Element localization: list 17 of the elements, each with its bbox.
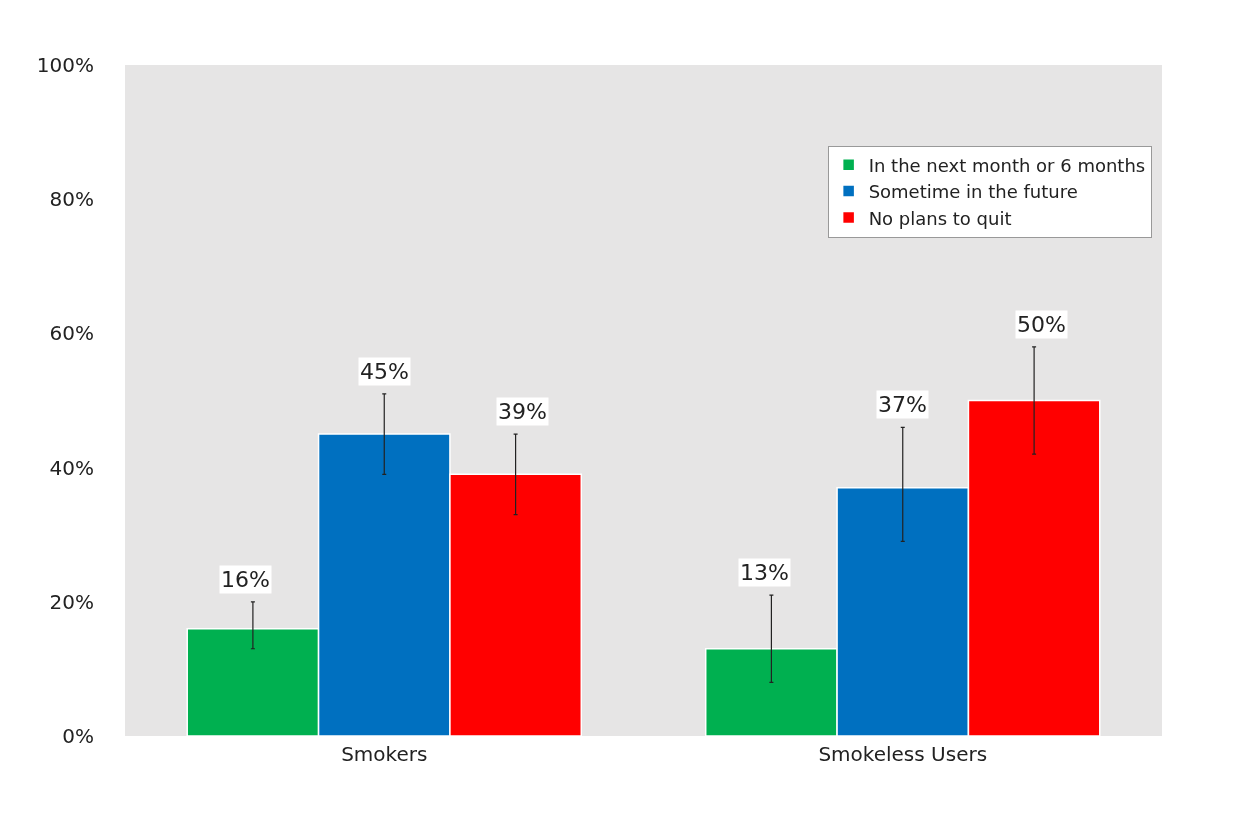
- y-tick-label: 100%: [36, 53, 94, 77]
- x-tick-label: Smokers: [341, 742, 428, 766]
- legend-label: Sometime in the future: [868, 181, 1078, 203]
- x-tick-label: Smokeless Users: [818, 742, 988, 766]
- text: 16%: [221, 567, 270, 592]
- text: 39%: [498, 399, 547, 424]
- legend-label: In the next month or 6 months: [868, 154, 1146, 176]
- y-tick-label: 0%: [62, 724, 94, 748]
- y-tick-label: 80%: [49, 187, 94, 212]
- text: 13%: [740, 560, 789, 585]
- text: 50%: [1017, 312, 1066, 337]
- y-tick-label: 20%: [49, 589, 94, 614]
- text: 45%: [360, 359, 409, 384]
- y-tick-label: 40%: [49, 455, 94, 480]
- legend-label: No plans to quit: [868, 207, 1012, 229]
- text: 37%: [878, 392, 927, 417]
- y-tick-label: 60%: [49, 321, 94, 346]
